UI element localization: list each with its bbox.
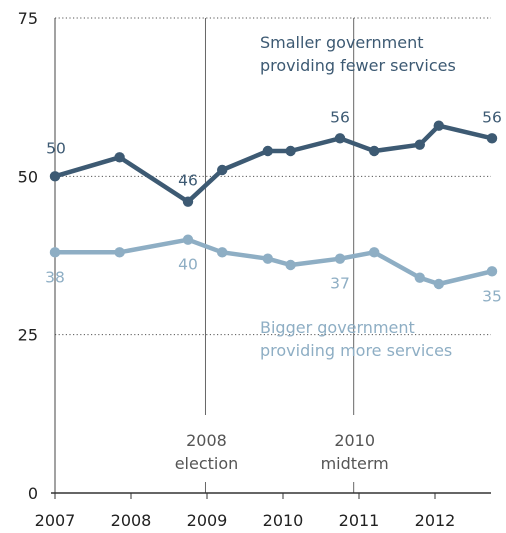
series-1-point-0 xyxy=(49,247,61,258)
series-1-point-4 xyxy=(262,253,273,264)
event-label-1-1: midterm xyxy=(321,454,389,473)
y-tick-label-50: 50 xyxy=(18,167,38,186)
series-1-point-8 xyxy=(414,272,425,283)
series-0-point-0 xyxy=(49,171,61,182)
series-1-point-7 xyxy=(369,247,380,258)
series-0-point-7 xyxy=(369,145,380,157)
series-0-point-6 xyxy=(334,133,346,144)
series-0-point-9 xyxy=(433,120,444,131)
series-1-point-1 xyxy=(114,247,125,258)
y-tick-labels: 0 25 50 75 xyxy=(18,9,38,503)
series-1-point-2 xyxy=(182,234,194,245)
series-0-point-8 xyxy=(414,139,425,150)
series-0-point-3 xyxy=(217,164,228,176)
event-label-1-0: 2010 xyxy=(334,431,375,450)
series-0-point-1 xyxy=(114,152,125,163)
series-1-label-2: 40 xyxy=(178,256,198,274)
y-tick-label-0: 0 xyxy=(28,484,38,503)
event-label-0-1: election xyxy=(175,454,239,473)
series-line-0 xyxy=(52,123,495,204)
x-tick-marks xyxy=(54,493,436,499)
series-1-label-10: 35 xyxy=(482,287,502,305)
y-tick-label-25: 25 xyxy=(18,326,38,345)
series-line-1 xyxy=(52,237,495,287)
x-tick-label-2010: 2010 xyxy=(263,511,304,530)
series-0-label-6: 56 xyxy=(330,108,350,126)
series-1-caption-line-0: Bigger government xyxy=(260,318,415,337)
series-1-caption-line-1: providing more services xyxy=(260,341,452,360)
series-captions: Smaller government providing fewer servic… xyxy=(260,33,456,360)
series-0-point-5 xyxy=(285,145,296,157)
series-0-point-4 xyxy=(262,145,273,157)
series-0-point-10 xyxy=(486,133,498,144)
series-0-point-2 xyxy=(182,196,194,207)
series-0-caption-line-0: Smaller government xyxy=(260,33,423,52)
series-0-label-0: 50 xyxy=(46,139,66,157)
x-tick-label-2009: 2009 xyxy=(187,511,228,530)
y-tick-label-75: 75 xyxy=(18,9,38,28)
series-1-point-6 xyxy=(334,253,346,264)
series-0-label-10: 56 xyxy=(482,108,502,126)
series-1-label-6: 37 xyxy=(330,275,350,293)
series-0-caption-line-1: providing fewer services xyxy=(260,56,456,75)
series-1-point-10 xyxy=(486,266,498,277)
x-tick-label-2008: 2008 xyxy=(111,511,152,530)
series-1-point-5 xyxy=(285,259,296,271)
series-1-label-0: 38 xyxy=(45,268,65,286)
event-label-0-0: 2008 xyxy=(186,431,227,450)
series-group: 50 46 56 56 38 40 37 35 xyxy=(45,108,502,305)
x-tick-label-2011: 2011 xyxy=(339,511,380,530)
x-tick-labels: 2007 2008 2009 2010 2011 2012 xyxy=(35,511,456,530)
event-markers: 2008 election 2010 midterm xyxy=(175,18,389,493)
series-0-label-2: 46 xyxy=(178,172,198,190)
x-tick-label-2007: 2007 xyxy=(35,511,76,530)
series-1-point-9 xyxy=(433,278,444,290)
x-tick-label-2012: 2012 xyxy=(415,511,456,530)
series-1-point-3 xyxy=(217,247,228,258)
